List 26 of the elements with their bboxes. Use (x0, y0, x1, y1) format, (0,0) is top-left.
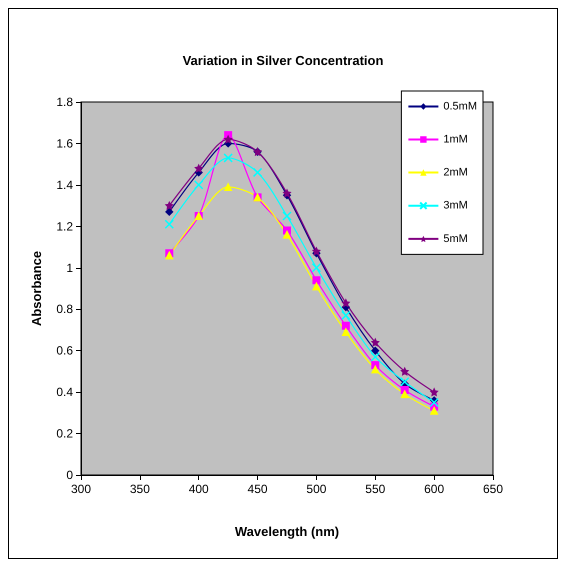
legend-label: 0.5mM (443, 100, 478, 112)
y-tick-label: 0 (66, 468, 74, 482)
x-tick-label: 300 (70, 482, 92, 496)
y-tick-label: 0.2 (56, 426, 74, 441)
y-tick-label: 1.4 (56, 178, 74, 192)
y-tick-label: 1.2 (56, 219, 74, 234)
x-tick-label: 650 (482, 482, 504, 496)
y-tick-label: 0.6 (56, 344, 74, 358)
x-tick-label: 600 (424, 482, 444, 496)
x-tick-label: 350 (130, 482, 150, 496)
y-axis-title: Absorbance (29, 250, 44, 326)
y-tick-label: 1.6 (56, 136, 74, 150)
y-tick-label: 1.8 (56, 95, 74, 109)
y-tick-label: 0.4 (56, 385, 74, 400)
x-tick-label: 500 (306, 482, 327, 496)
x-axis-title: Wavelength (nm) (234, 524, 340, 539)
chart-title: Variation in Silver Concentration (182, 53, 384, 68)
legend-label: 3mM (443, 200, 468, 212)
x-tick-label: 450 (248, 482, 268, 496)
x-tick-label: 550 (365, 482, 386, 496)
legend-label: 1mM (443, 134, 468, 146)
y-tick-label: 1 (66, 260, 74, 275)
legend-label: 5mM (443, 232, 468, 245)
legend-label: 2mM (443, 166, 468, 178)
y-tick-label: 0.8 (56, 302, 74, 316)
x-tick-label: 400 (188, 482, 210, 496)
